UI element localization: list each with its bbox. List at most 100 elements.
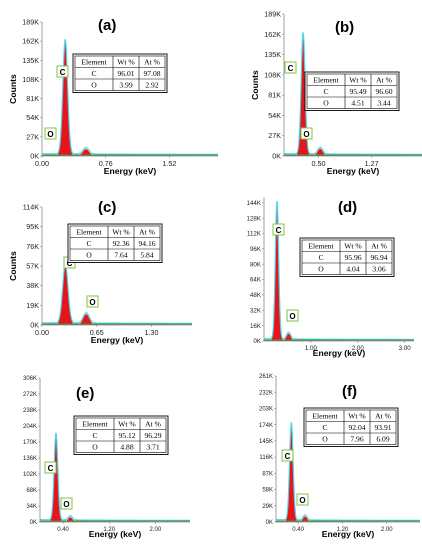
y-tick-label: 189K [264, 10, 281, 19]
y-tick-label: 116K [259, 455, 273, 461]
x-tick-label: 1.00 [305, 345, 318, 352]
y-tick-label: 0K [266, 520, 273, 526]
y-tick-label: 135K [22, 56, 39, 65]
y-axis-title: Counts [250, 70, 260, 100]
y-tick-label: 32K [250, 307, 262, 314]
table-cell: 96.01 [117, 69, 134, 78]
spectrum-fill [42, 265, 192, 325]
table-cell: 97.08 [143, 69, 160, 78]
y-tick-label: 96K [250, 246, 262, 253]
y-tick-label: 108K [264, 70, 281, 79]
peak-label-box [44, 127, 57, 140]
peak-label-c: C [276, 226, 282, 235]
x-axis-title: Energy (keV) [104, 166, 157, 176]
table-header-cell: Wt % [348, 412, 366, 421]
peak-label-c: C [67, 259, 73, 268]
composition-table: Element Wt % At % C 95.96 96.94 O 4.04 3.06 [299, 237, 395, 277]
panel-label: (f) [342, 383, 357, 400]
panel-label: (c) [98, 199, 116, 216]
y-tick-label: 68K [26, 488, 37, 494]
x-tick-label: 0.76 [99, 159, 113, 168]
y-tick-label: 27K [26, 132, 39, 141]
table-header-cell: Wt % [344, 242, 362, 251]
y-tick-label: 81K [268, 91, 281, 100]
table-cell: 95.49 [349, 87, 366, 96]
table-cell: C [318, 253, 323, 262]
y-tick-label: 48K [250, 292, 262, 299]
x-tick-label: 2.00 [352, 345, 365, 352]
peak-label-c: C [285, 452, 291, 461]
table-cell: 4.88 [120, 443, 133, 452]
y-tick-label: 29K [262, 504, 273, 510]
peak-label-box [272, 223, 285, 236]
table-cell: C [323, 87, 328, 96]
eds-panel-c: 0K 19K 38K 57K 76K 95K 114K 0.00 0.65 1.30Energy … [8, 199, 192, 345]
y-tick-label: 87K [262, 471, 273, 477]
peak-label-box [284, 61, 297, 74]
peak-label-box [286, 309, 299, 322]
y-tick-label: 144K [247, 200, 262, 207]
spectrum-overlay-line [40, 432, 190, 521]
peak-label-o: O [89, 298, 95, 307]
table-cell: 7.96 [350, 435, 363, 444]
y-tick-label: 170K [23, 440, 37, 446]
y-tick-label: 174K [259, 423, 273, 429]
y-tick-label: 232K [259, 390, 273, 396]
y-tick-label: 19K [26, 301, 39, 310]
y-tick-label: 261K [259, 374, 273, 380]
y-tick-label: 162K [264, 30, 281, 39]
y-tick-label: 238K [23, 408, 37, 414]
y-axis-title: Counts [8, 74, 18, 104]
y-tick-label: 0K [30, 520, 37, 526]
table-cell: O [86, 251, 92, 260]
panel-label: (b) [335, 19, 354, 36]
eds-panel-e: 0K 34K 68K 102K 136K 170K 204K 238K 272K 306K 0.40… [23, 376, 190, 539]
y-tick-label: 189K [22, 18, 39, 27]
y-tick-label: 34K [26, 504, 37, 510]
y-tick-label: 102K [23, 472, 37, 478]
table-cell: 6.09 [376, 435, 389, 444]
y-tick-label: 203K [259, 407, 273, 413]
y-tick-label: 81K [26, 94, 39, 103]
y-tick-label: 95K [26, 222, 39, 231]
x-axis-title: Energy (keV) [327, 166, 380, 176]
panel-label: (a) [98, 17, 116, 34]
peak-label-o: O [289, 312, 295, 321]
x-tick-label: 0.50 [312, 159, 326, 168]
y-tick-label: 112K [247, 231, 262, 238]
eds-panel-b: 0K 27K 54K 81K 108K 135K 162K 189K 0.50 1.27Energ… [250, 10, 422, 176]
table-cell: 4.51 [351, 99, 364, 108]
table-cell: 92.36 [112, 239, 129, 248]
table-header-cell: Wt % [117, 58, 135, 67]
table-inner [69, 225, 161, 261]
table-cell: 96.29 [144, 431, 161, 440]
peak-label-o: O [299, 496, 305, 505]
table-cell: 94.16 [138, 239, 155, 248]
table-header-cell: Element [82, 420, 108, 429]
table-cell: 95.96 [344, 253, 361, 262]
table-header-cell: At % [139, 228, 155, 237]
table-header-cell: Element [312, 412, 338, 421]
y-tick-label: 76K [26, 242, 39, 251]
y-tick-label: 0K [272, 152, 281, 161]
table-header-cell: Element [313, 76, 339, 85]
spectrum-fill [264, 202, 414, 341]
y-tick-label: 108K [22, 75, 39, 84]
y-tick-label: 306K [23, 376, 37, 382]
table-inner [301, 239, 393, 275]
table-cell: O [318, 265, 324, 274]
table-header-cell: Wt % [112, 228, 130, 237]
x-axis-title: Energy (keV) [89, 529, 142, 539]
table-header-cell: Element [76, 228, 102, 237]
eds-panel-a: 0K 27K 54K 81K 108K 135K 162K 189K 0.00 0.76 1.52 E… [8, 17, 218, 176]
eds-panel-d: 0K 16K 32K 48K 64K 80K 96K 112K 128K 144K 1.00 2.00… [247, 197, 414, 358]
table-cell: 4.04 [346, 265, 359, 274]
x-tick-label: 2.00 [381, 527, 393, 533]
panel-label: (d) [338, 199, 357, 216]
y-tick-label: 128K [247, 215, 262, 222]
y-tick-label: 64K [250, 277, 262, 284]
y-tick-label: 272K [23, 392, 37, 398]
y-tick-label: 0K [30, 321, 39, 330]
y-tick-label: 54K [268, 111, 281, 120]
